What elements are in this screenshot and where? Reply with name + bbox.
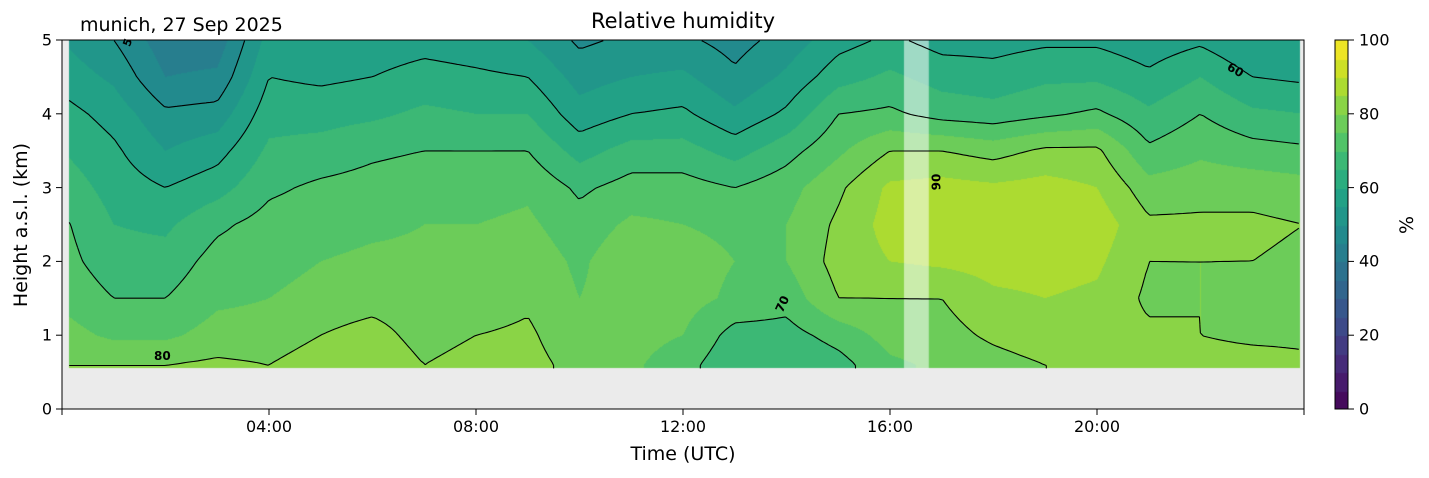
y-axis-label: Height a.s.l. (km) <box>10 142 32 308</box>
chart-title: Relative humidity <box>590 9 776 33</box>
x-tick-label: 08:00 <box>452 417 500 436</box>
colorbar <box>1335 40 1348 409</box>
x-tick-label: 12:00 <box>659 417 707 436</box>
y-tick-label: 5 <box>41 30 52 50</box>
location-date-label: munich, 27 Sep 2025 <box>80 14 283 36</box>
contour-line-70 <box>68 106 1299 369</box>
y-tick-label: 4 <box>41 104 52 124</box>
colorbar-tick-label: 20 <box>1359 325 1380 345</box>
humidity-heatmap <box>62 40 1304 409</box>
contour-line-80 <box>69 146 1300 369</box>
plot-frame <box>61 39 1305 410</box>
colorbar-tick-label: 60 <box>1359 178 1380 198</box>
colorbar-tick-label: 0 <box>1359 399 1370 419</box>
contour-label-90: 90 <box>929 173 944 191</box>
x-tick-label: 20:00 <box>1073 417 1121 436</box>
x-axis-label: Time (UTC) <box>630 443 736 465</box>
colorbar-tick-label: 40 <box>1359 251 1380 271</box>
contour-line-50 <box>113 40 761 108</box>
x-tick-label: 04:00 <box>245 417 293 436</box>
contour-label-80: 80 <box>154 349 171 363</box>
y-tick-label: 0 <box>41 399 52 419</box>
y-tick-label: 1 <box>41 325 52 345</box>
y-tick-label: 2 <box>41 251 52 271</box>
contour-line-60 <box>68 40 1299 188</box>
x-tick-label: 16:00 <box>866 417 914 436</box>
colorbar-label: % <box>1396 215 1418 235</box>
colorbar-tick-label: 100 <box>1359 30 1390 50</box>
y-tick-label: 3 <box>41 178 52 198</box>
colorbar-tick-label: 80 <box>1359 104 1380 124</box>
colorbar-frame <box>1334 39 1349 410</box>
